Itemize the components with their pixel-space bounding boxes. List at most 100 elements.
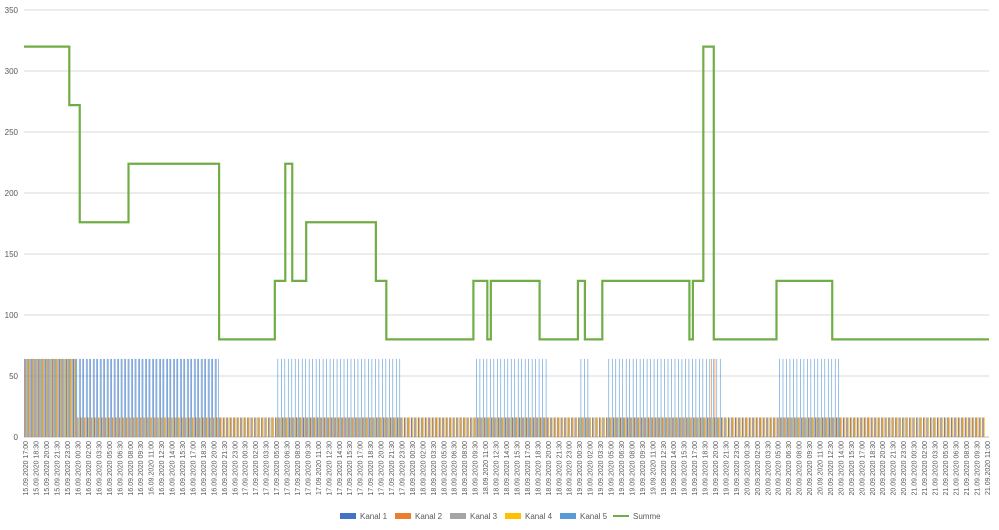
bar-kanal-1 — [940, 417, 942, 437]
bar-kanal-3 — [230, 417, 232, 437]
bar-kanal-4 — [698, 417, 700, 437]
y-tick-label: 50 — [9, 372, 18, 381]
bar-kanal-4 — [116, 417, 118, 437]
bar-kanal-4 — [963, 417, 964, 437]
bar-kanal-2 — [345, 417, 346, 437]
bar-kanal-4 — [186, 417, 187, 437]
bar-kanal-3 — [816, 417, 817, 437]
bar-kanal-5 — [490, 358, 491, 437]
bar-kanal-2 — [603, 417, 604, 437]
bar-kanal-2 — [927, 417, 928, 437]
bar-kanal-4 — [903, 417, 905, 437]
bar-kanal-5 — [660, 358, 662, 437]
bar-kanal-3 — [513, 417, 514, 437]
bar-kanal-5 — [629, 358, 630, 437]
bar-kanal-3 — [833, 417, 835, 437]
bar-kanal-1 — [497, 417, 499, 437]
bar-kanal-2 — [463, 417, 465, 437]
bar-kanal-1 — [250, 417, 252, 437]
bar-kanal-2 — [662, 417, 663, 437]
bar-kanal-4 — [715, 417, 717, 437]
bar-kanal-1 — [571, 417, 572, 437]
bar-kanal-5 — [838, 358, 840, 437]
x-tick-label: 19.09.2020 18:30 — [703, 441, 710, 496]
bar-kanal-2 — [766, 417, 768, 437]
x-tick-label: 17.09.2020 14:00 — [337, 441, 344, 496]
x-tick-label: 21.09.2020 03:30 — [933, 441, 940, 496]
bar-kanal-1 — [403, 417, 405, 437]
bar-kanal-1 — [703, 417, 705, 437]
bar-kanal-1 — [780, 417, 781, 437]
bar-kanal-5 — [322, 358, 324, 437]
bar-kanal-5 — [298, 358, 300, 437]
bar-kanal-4 — [207, 417, 208, 437]
bar-kanal-3 — [192, 417, 194, 437]
bar-kanal-3 — [453, 417, 455, 437]
bar-kanal-5 — [343, 358, 345, 437]
bar-kanal-3 — [826, 417, 828, 437]
bar-kanal-3 — [586, 417, 587, 437]
x-tick-label: 21.09.2020 09:30 — [974, 441, 981, 496]
bar-kanal-3 — [384, 417, 385, 437]
bar-kanal-3 — [213, 417, 215, 437]
bar-kanal-5 — [671, 358, 672, 437]
bar-kanal-2 — [111, 417, 113, 437]
bar-kanal-2 — [188, 417, 190, 437]
x-tick-label: 18.09.2020 18:30 — [535, 441, 542, 496]
y-tick-label: 150 — [5, 250, 19, 259]
bar-kanal-1 — [396, 417, 398, 437]
bar-kanal-5 — [173, 358, 174, 437]
bar-kanal-4 — [482, 417, 484, 437]
bar-kanal-3 — [359, 417, 361, 437]
bar-kanal-4 — [517, 417, 518, 437]
bar-kanal-3 — [948, 417, 950, 437]
bar-kanal-3 — [858, 417, 859, 437]
bar-kanal-2 — [484, 417, 486, 437]
bar-kanal-1 — [700, 417, 701, 437]
bar-kanal-1 — [808, 417, 809, 437]
bar-kanal-4 — [377, 417, 379, 437]
bar-kanal-5 — [664, 358, 665, 437]
bar-kanal-3 — [116, 417, 117, 437]
bar-kanal-2 — [599, 417, 601, 437]
bar-kanal-2 — [366, 417, 367, 437]
bar-kanal-1 — [449, 417, 450, 437]
bar-kanal-2 — [812, 417, 813, 437]
bar-kanal-2 — [683, 417, 684, 437]
bar-kanal-4 — [876, 417, 877, 437]
bar-kanal-1 — [592, 417, 593, 437]
bar-kanal-2 — [488, 417, 489, 437]
bar-kanal-5 — [681, 358, 683, 437]
bar-kanal-2 — [70, 358, 71, 437]
bar-kanal-4 — [625, 417, 626, 437]
bar-kanal-3 — [861, 417, 863, 437]
bar-kanal-3 — [391, 417, 392, 437]
bar-kanal-1 — [72, 358, 74, 437]
bar-kanal-3 — [659, 417, 661, 437]
bar-kanal-4 — [395, 417, 396, 437]
bar-kanal-4 — [701, 417, 703, 437]
bar-kanal-1 — [320, 417, 321, 437]
bar-kanal-1 — [814, 417, 816, 437]
bar-kanal-3 — [683, 417, 685, 437]
bar-kanal-1 — [720, 417, 722, 437]
bar-kanal-3 — [763, 417, 765, 437]
bar-kanal-2 — [930, 417, 932, 437]
x-tick-label: 20.09.2020 23:00 — [901, 441, 908, 496]
bar-kanal-5 — [82, 358, 84, 437]
bar-kanal-2 — [383, 417, 385, 437]
bar-kanal-2 — [341, 417, 343, 437]
bar-kanal-1 — [24, 358, 25, 437]
bar-kanal-3 — [412, 417, 413, 437]
bar-kanal-4 — [886, 417, 888, 437]
bar-kanal-1 — [961, 417, 962, 437]
x-tick-label: 16.09.2020 09:30 — [138, 441, 145, 496]
bar-kanal-4 — [531, 417, 532, 437]
bar-kanal-4 — [134, 417, 135, 437]
bar-kanal-5 — [496, 358, 498, 437]
bar-kanal-4 — [970, 417, 971, 437]
bar-kanal-4 — [409, 417, 410, 437]
bar-kanal-1 — [672, 417, 673, 437]
bar-kanal-5 — [615, 358, 617, 437]
bar-kanal-2 — [198, 417, 200, 437]
